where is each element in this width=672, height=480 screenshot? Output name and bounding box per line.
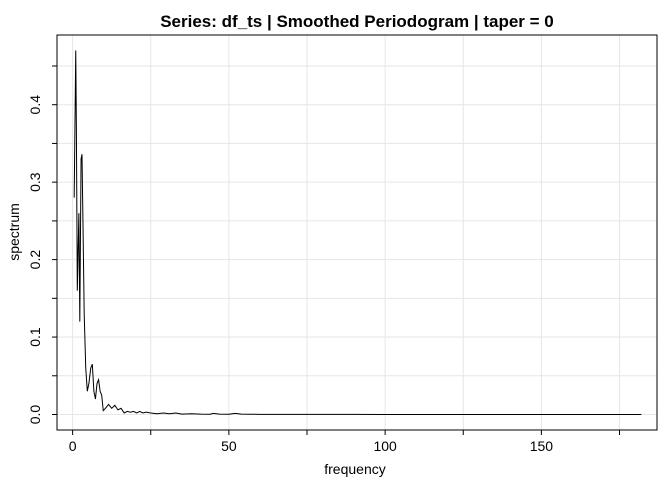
chart-title: Series: df_ts | Smoothed Periodogram | t… (160, 12, 554, 31)
x-tick-label: 0 (69, 438, 77, 454)
x-tick-label: 50 (221, 438, 237, 454)
grid (57, 35, 657, 430)
y-tick-label: 0.1 (27, 327, 43, 347)
y-tick-label: 0.4 (27, 95, 43, 115)
x-axis: 0 50 100 150 (69, 430, 620, 454)
y-tick-label: 0.3 (27, 172, 43, 192)
series-line (73, 50, 642, 416)
y-tick-label: 0.2 (27, 250, 43, 270)
y-axis: 0.0 0.1 0.2 0.3 0.4 (27, 65, 57, 425)
x-tick-label: 150 (530, 438, 554, 454)
plot-frame (56, 34, 658, 431)
x-tick-label: 100 (373, 438, 397, 454)
y-tick-label: 0.0 (27, 405, 43, 425)
x-axis-label: frequency (324, 461, 385, 477)
y-axis-label: spectrum (6, 203, 22, 261)
